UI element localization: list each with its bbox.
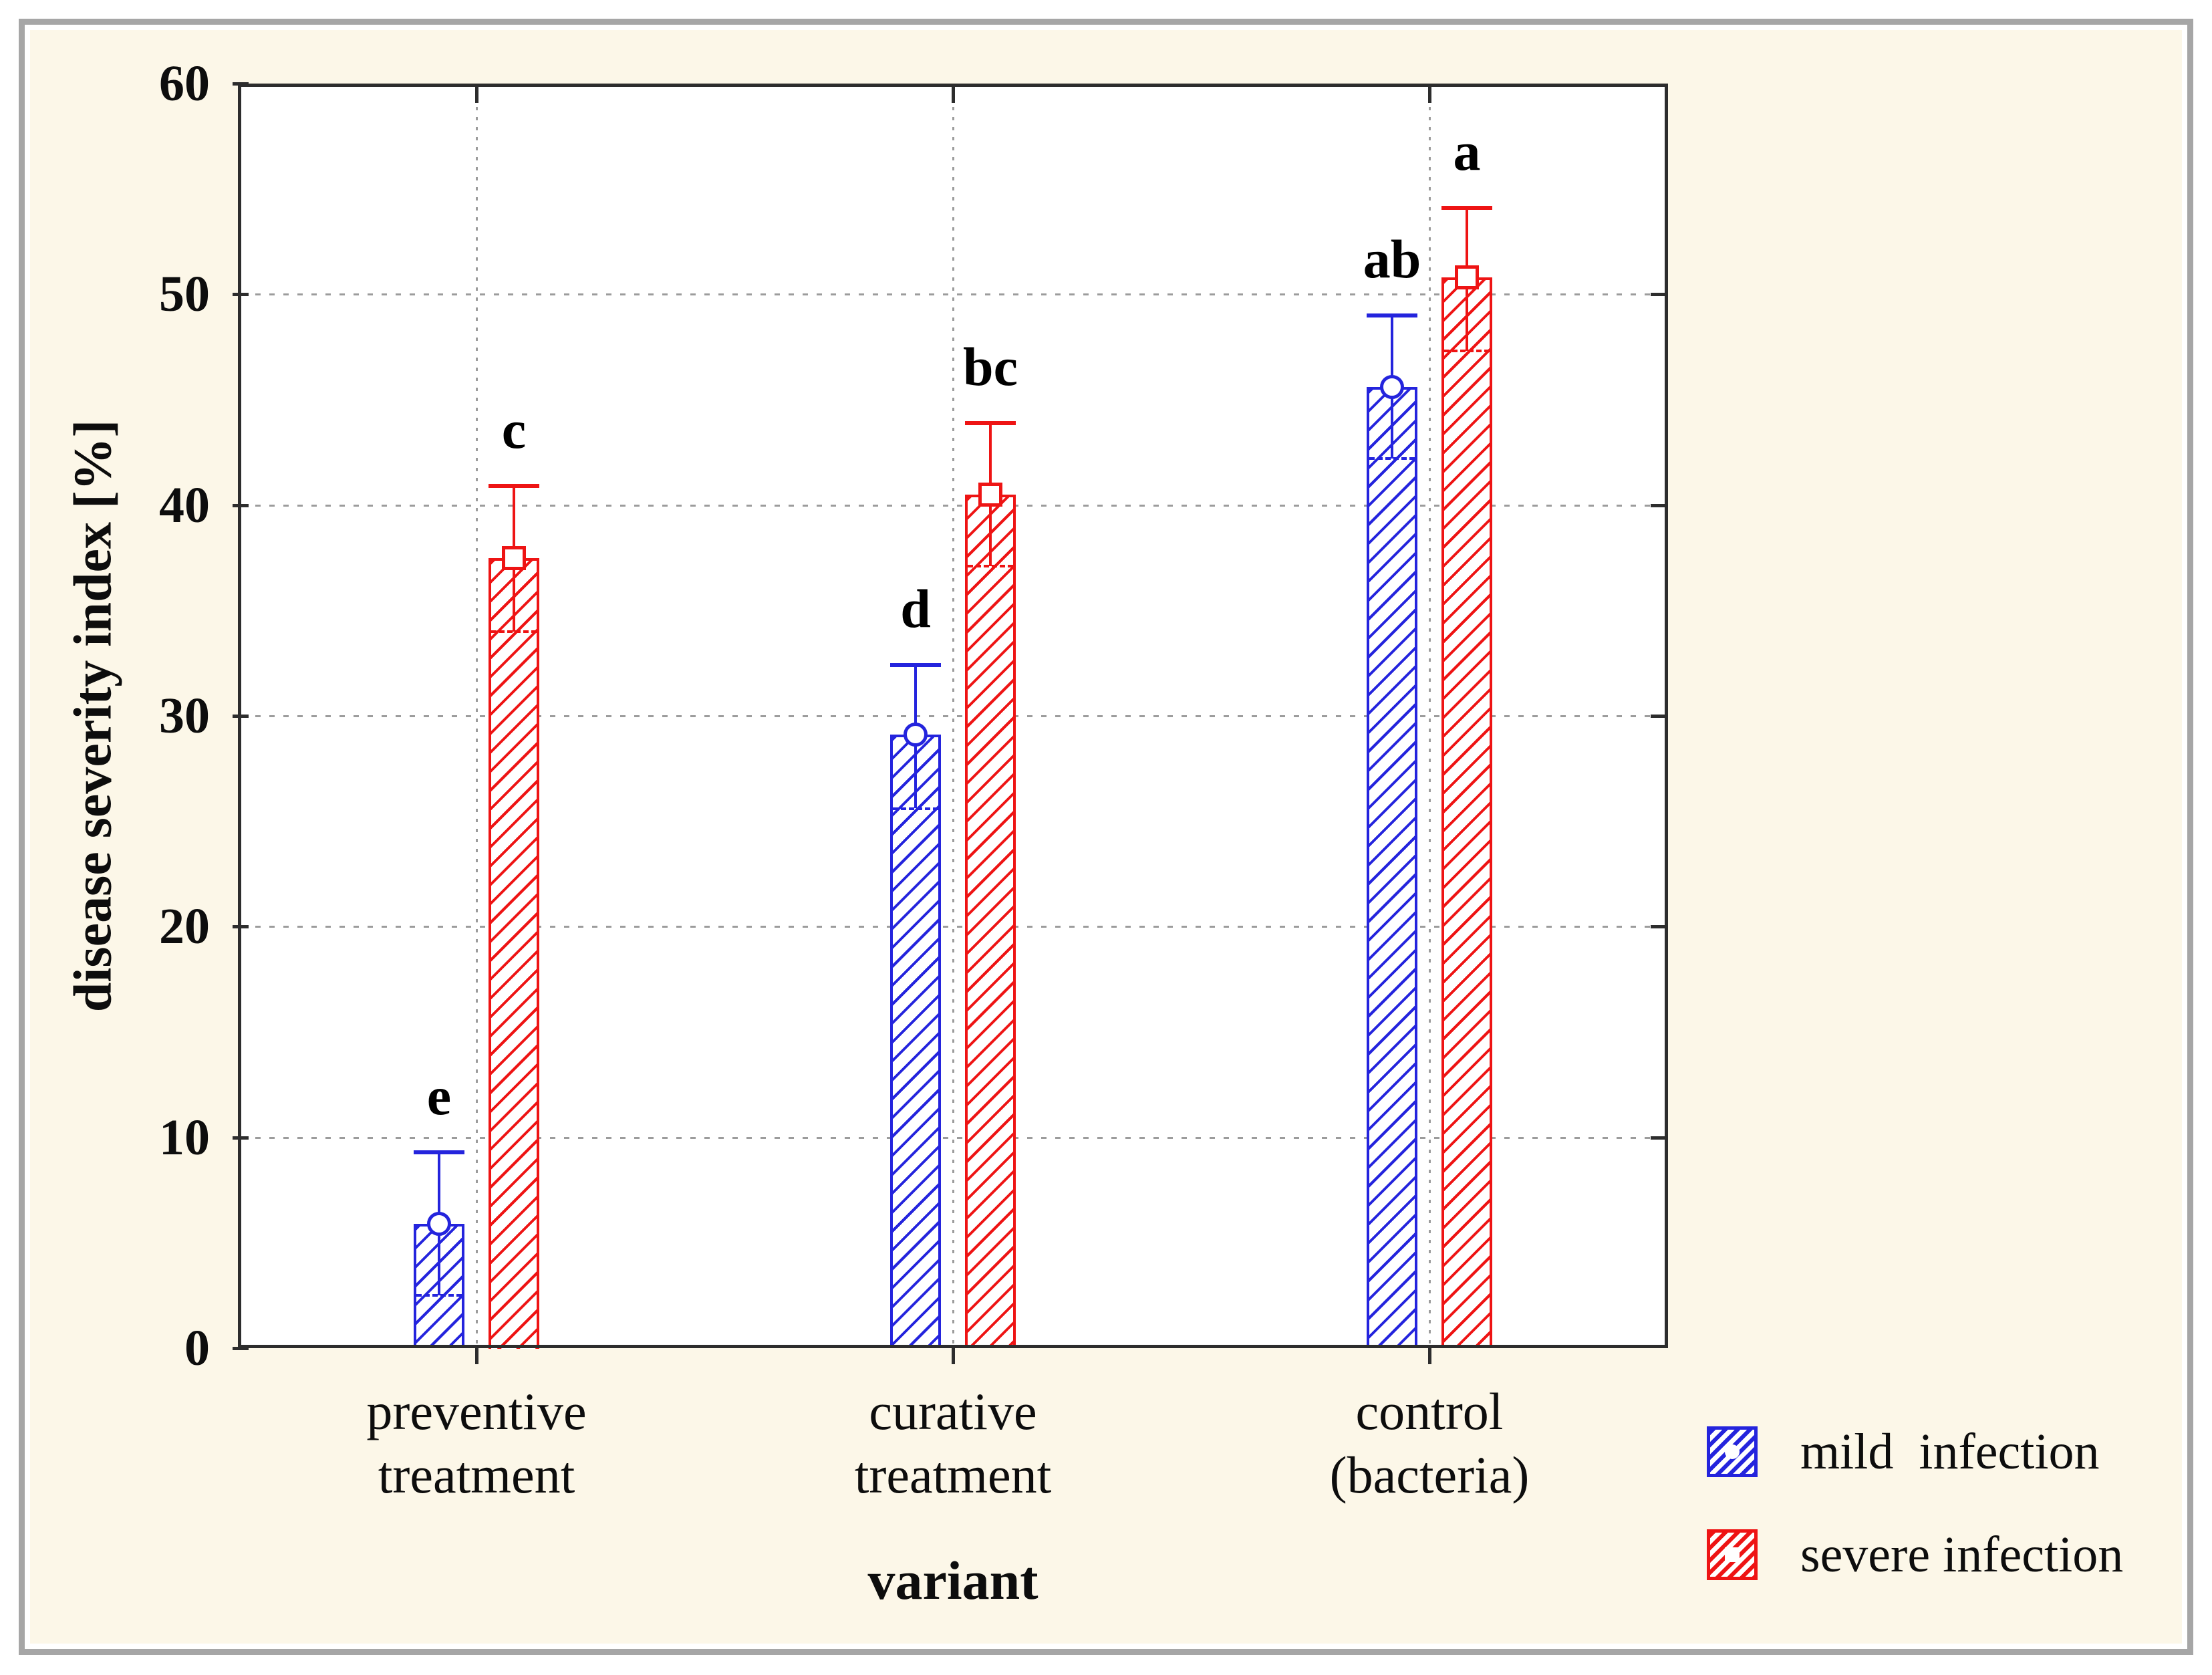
- x-category-label-2: control (bacteria): [1329, 1382, 1530, 1504]
- y-tick-left-40: [233, 504, 249, 507]
- upper-cap-severe-infection-2: [1441, 206, 1492, 210]
- y-tick-left-60: [233, 82, 249, 86]
- y-tick-label-10: 10: [159, 1110, 210, 1166]
- y-tick-right-10: [1651, 1136, 1667, 1140]
- lower-whisker-severe-infection-2: [1466, 277, 1468, 351]
- y-tick-left-20: [233, 925, 249, 928]
- circle-marker-icon-mild-infection-0: [427, 1212, 451, 1236]
- x-tick-top-0: [475, 87, 478, 103]
- bar-severe-infection-1: [965, 495, 1016, 1348]
- upper-cap-mild-infection-2: [1367, 313, 1417, 317]
- circle-marker-icon: [1725, 1444, 1740, 1459]
- gridline-v-1: [952, 87, 954, 1345]
- gridline-v-2: [1429, 87, 1431, 1345]
- upper-cap-severe-infection-1: [965, 421, 1016, 425]
- x-tick-top-2: [1428, 87, 1431, 103]
- bar-severe-infection-0: [489, 558, 539, 1349]
- y-tick-left-50: [233, 293, 249, 296]
- legend-item-mild-infection: mild infection: [1707, 1426, 2099, 1477]
- sig-letter-mild-infection-0: e: [426, 1065, 452, 1126]
- bar-mild-infection-1: [890, 735, 941, 1348]
- legend-item-severe-infection: severe infection: [1707, 1529, 2123, 1580]
- lower-cap-severe-infection-1: [968, 565, 1013, 567]
- y-tick-label-40: 40: [159, 477, 210, 533]
- sig-letter-mild-infection-2: ab: [1363, 229, 1421, 289]
- y-tick-label-0: 0: [184, 1320, 210, 1376]
- circle-marker-icon-mild-infection-1: [904, 723, 928, 747]
- bar-mild-infection-2: [1367, 387, 1417, 1348]
- lower-cap-mild-infection-1: [893, 807, 938, 810]
- square-marker-icon-severe-infection-1: [978, 483, 1002, 507]
- sig-letter-severe-infection-0: c: [501, 399, 527, 460]
- y-tick-label-20: 20: [159, 898, 210, 954]
- sig-letter-severe-infection-2: a: [1453, 121, 1481, 182]
- x-category-label-0: preventive treatment: [366, 1382, 587, 1504]
- plot-border: [238, 84, 1668, 1348]
- upper-whisker-mild-infection-2: [1391, 315, 1393, 387]
- lower-cap-severe-infection-0: [491, 630, 537, 633]
- lower-cap-severe-infection-2: [1444, 350, 1490, 352]
- sig-letter-mild-infection-1: d: [900, 578, 931, 639]
- legend-swatch-severe-hatch-icon: [1707, 1529, 1758, 1580]
- upper-whisker-severe-infection-1: [989, 423, 992, 495]
- y-tick-label-50: 50: [159, 266, 210, 322]
- y-tick-left-0: [233, 1347, 249, 1350]
- y-tick-left-30: [233, 715, 249, 718]
- y-tick-label-60: 60: [159, 55, 210, 112]
- lower-whisker-severe-infection-1: [989, 495, 992, 566]
- upper-cap-mild-infection-0: [414, 1150, 464, 1154]
- y-tick-right-30: [1651, 715, 1667, 718]
- lower-cap-mild-infection-2: [1369, 457, 1415, 460]
- upper-whisker-mild-infection-0: [438, 1152, 440, 1224]
- upper-whisker-severe-infection-0: [513, 486, 515, 557]
- lower-whisker-mild-infection-1: [914, 735, 917, 808]
- lower-whisker-mild-infection-0: [438, 1224, 440, 1295]
- bar-severe-infection-2: [1441, 277, 1492, 1348]
- upper-cap-severe-infection-0: [489, 484, 539, 488]
- y-axis-title: disease severity index [%]: [63, 419, 123, 1013]
- square-marker-icon: [1725, 1547, 1740, 1562]
- x-category-label-1: curative treatment: [854, 1382, 1052, 1504]
- x-axis-title: variant: [867, 1550, 1039, 1611]
- legend-label-severe: severe infection: [1800, 1527, 2124, 1583]
- upper-whisker-severe-infection-2: [1466, 208, 1468, 277]
- circle-marker-icon-mild-infection-2: [1380, 375, 1404, 399]
- x-tick-bottom-0: [475, 1348, 478, 1364]
- upper-cap-mild-infection-1: [890, 663, 941, 667]
- legend-label-mild: mild infection: [1800, 1424, 2100, 1480]
- y-tick-right-20: [1651, 925, 1667, 928]
- y-tick-right-50: [1651, 293, 1667, 296]
- y-tick-label-30: 30: [159, 688, 210, 744]
- square-marker-icon-severe-infection-2: [1455, 265, 1479, 289]
- x-tick-top-1: [952, 87, 955, 103]
- x-tick-bottom-1: [952, 1348, 955, 1364]
- square-marker-icon-severe-infection-0: [502, 546, 526, 570]
- lower-cap-mild-infection-0: [416, 1294, 462, 1297]
- lower-whisker-severe-infection-0: [513, 558, 515, 632]
- y-tick-left-10: [233, 1136, 249, 1140]
- y-tick-right-40: [1651, 504, 1667, 507]
- sig-letter-severe-infection-1: bc: [963, 336, 1018, 397]
- legend-swatch-mild-hatch-icon: [1707, 1426, 1758, 1477]
- gridline-v-0: [476, 87, 478, 1345]
- upper-whisker-mild-infection-1: [914, 665, 917, 735]
- x-tick-bottom-2: [1428, 1348, 1431, 1364]
- lower-whisker-mild-infection-2: [1391, 387, 1393, 459]
